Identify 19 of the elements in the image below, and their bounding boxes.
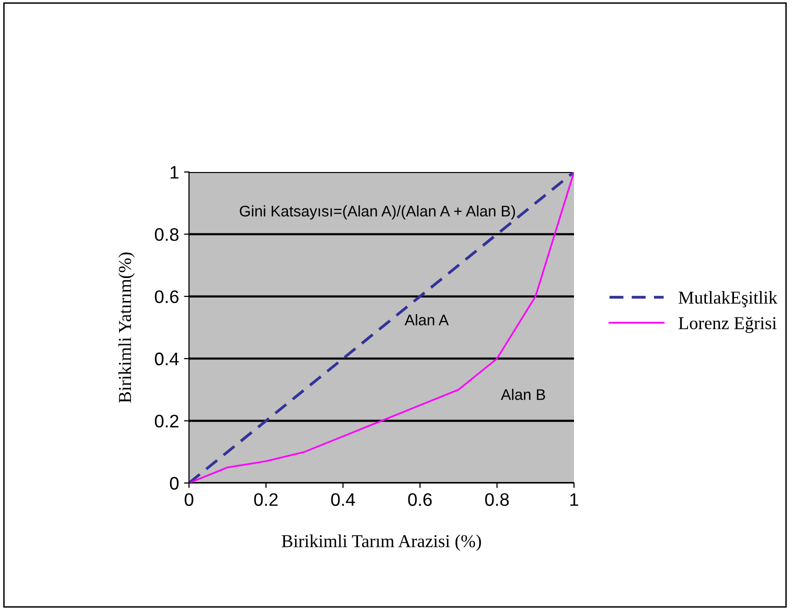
x-tick-label: 0.8 (485, 493, 509, 506)
x-axis-title: Birikimli Tarım Arazisi (%) (282, 534, 481, 551)
x-tick-label: 0.2 (254, 493, 278, 506)
annotation: Alan B (500, 388, 546, 400)
x-tick-label: 0.6 (408, 493, 432, 506)
y-tick-label: 0.2 (154, 414, 178, 428)
x-tick-label: 0.4 (331, 493, 356, 506)
y-tick-label: 0 (170, 476, 179, 490)
x-tick-label: 1 (570, 493, 578, 506)
legend-label: Lorenz Eğrisi (678, 316, 777, 333)
annotation: Alan A (404, 314, 449, 326)
y-tick-label: 1 (170, 166, 178, 179)
y-tick-label: 0.8 (154, 228, 178, 241)
legend-label: MutlakEşitlik (678, 291, 778, 308)
y-tick-label: 0.6 (154, 290, 178, 304)
y-axis-title: Birikimli Yatırım(%) (118, 252, 135, 403)
x-tick-label: 0 (184, 493, 194, 506)
y-tick-label: 0.4 (154, 352, 179, 366)
annotation: Gini Katsayısı=(Alan A)/(Alan A + Alan B) (240, 205, 515, 220)
